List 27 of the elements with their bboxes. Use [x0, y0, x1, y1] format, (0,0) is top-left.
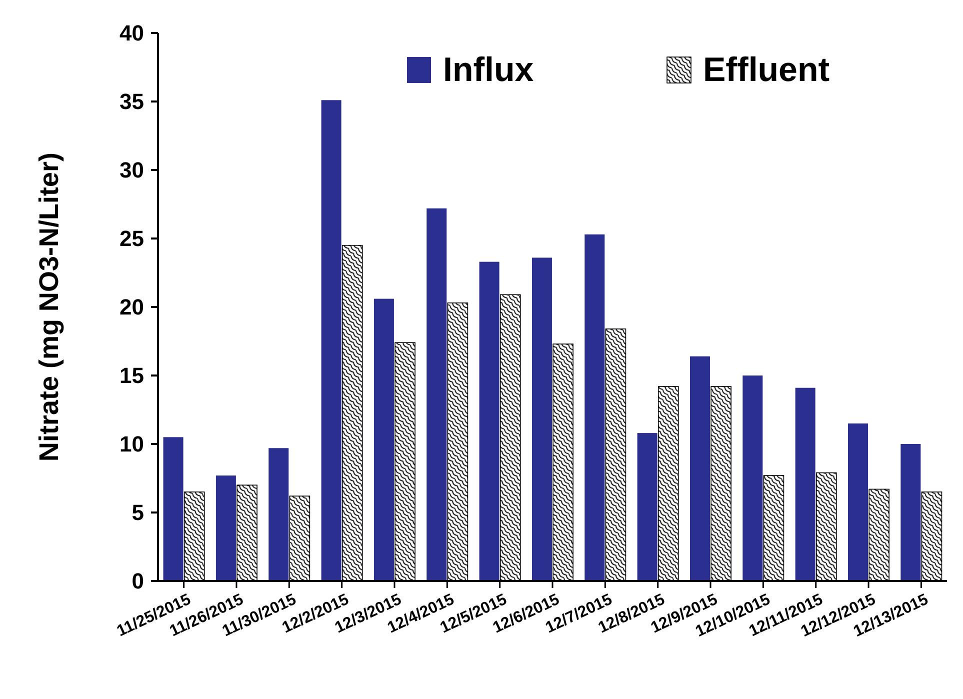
- bar: [268, 448, 289, 581]
- bar: [532, 258, 552, 581]
- bar: [426, 208, 447, 581]
- bar: [848, 423, 868, 581]
- y-tick-label: 25: [120, 226, 144, 252]
- bar: [374, 298, 394, 581]
- legend-label: Effluent: [703, 51, 830, 89]
- bar: [584, 234, 605, 581]
- y-tick-label: 15: [120, 363, 144, 388]
- y-tick-label: 40: [120, 20, 144, 46]
- bar: [216, 476, 236, 581]
- bar: [163, 437, 184, 581]
- bar: [321, 100, 342, 581]
- legend-label: Influx: [443, 51, 534, 89]
- y-tick-label: 35: [120, 89, 144, 114]
- bar: [742, 376, 763, 581]
- y-tick-label: 0: [132, 568, 144, 594]
- y-tick-label: 10: [120, 432, 144, 457]
- bar: [479, 262, 500, 581]
- bar: [690, 356, 710, 581]
- y-tick-label: 30: [120, 158, 144, 183]
- bar: [900, 444, 921, 581]
- bar: [637, 433, 658, 581]
- bar: [795, 388, 816, 581]
- y-axis-title: Nitrate (mg NO3-N/Liter): [34, 152, 64, 462]
- y-tick-label: 20: [120, 294, 144, 320]
- y-tick-label: 5: [132, 500, 144, 526]
